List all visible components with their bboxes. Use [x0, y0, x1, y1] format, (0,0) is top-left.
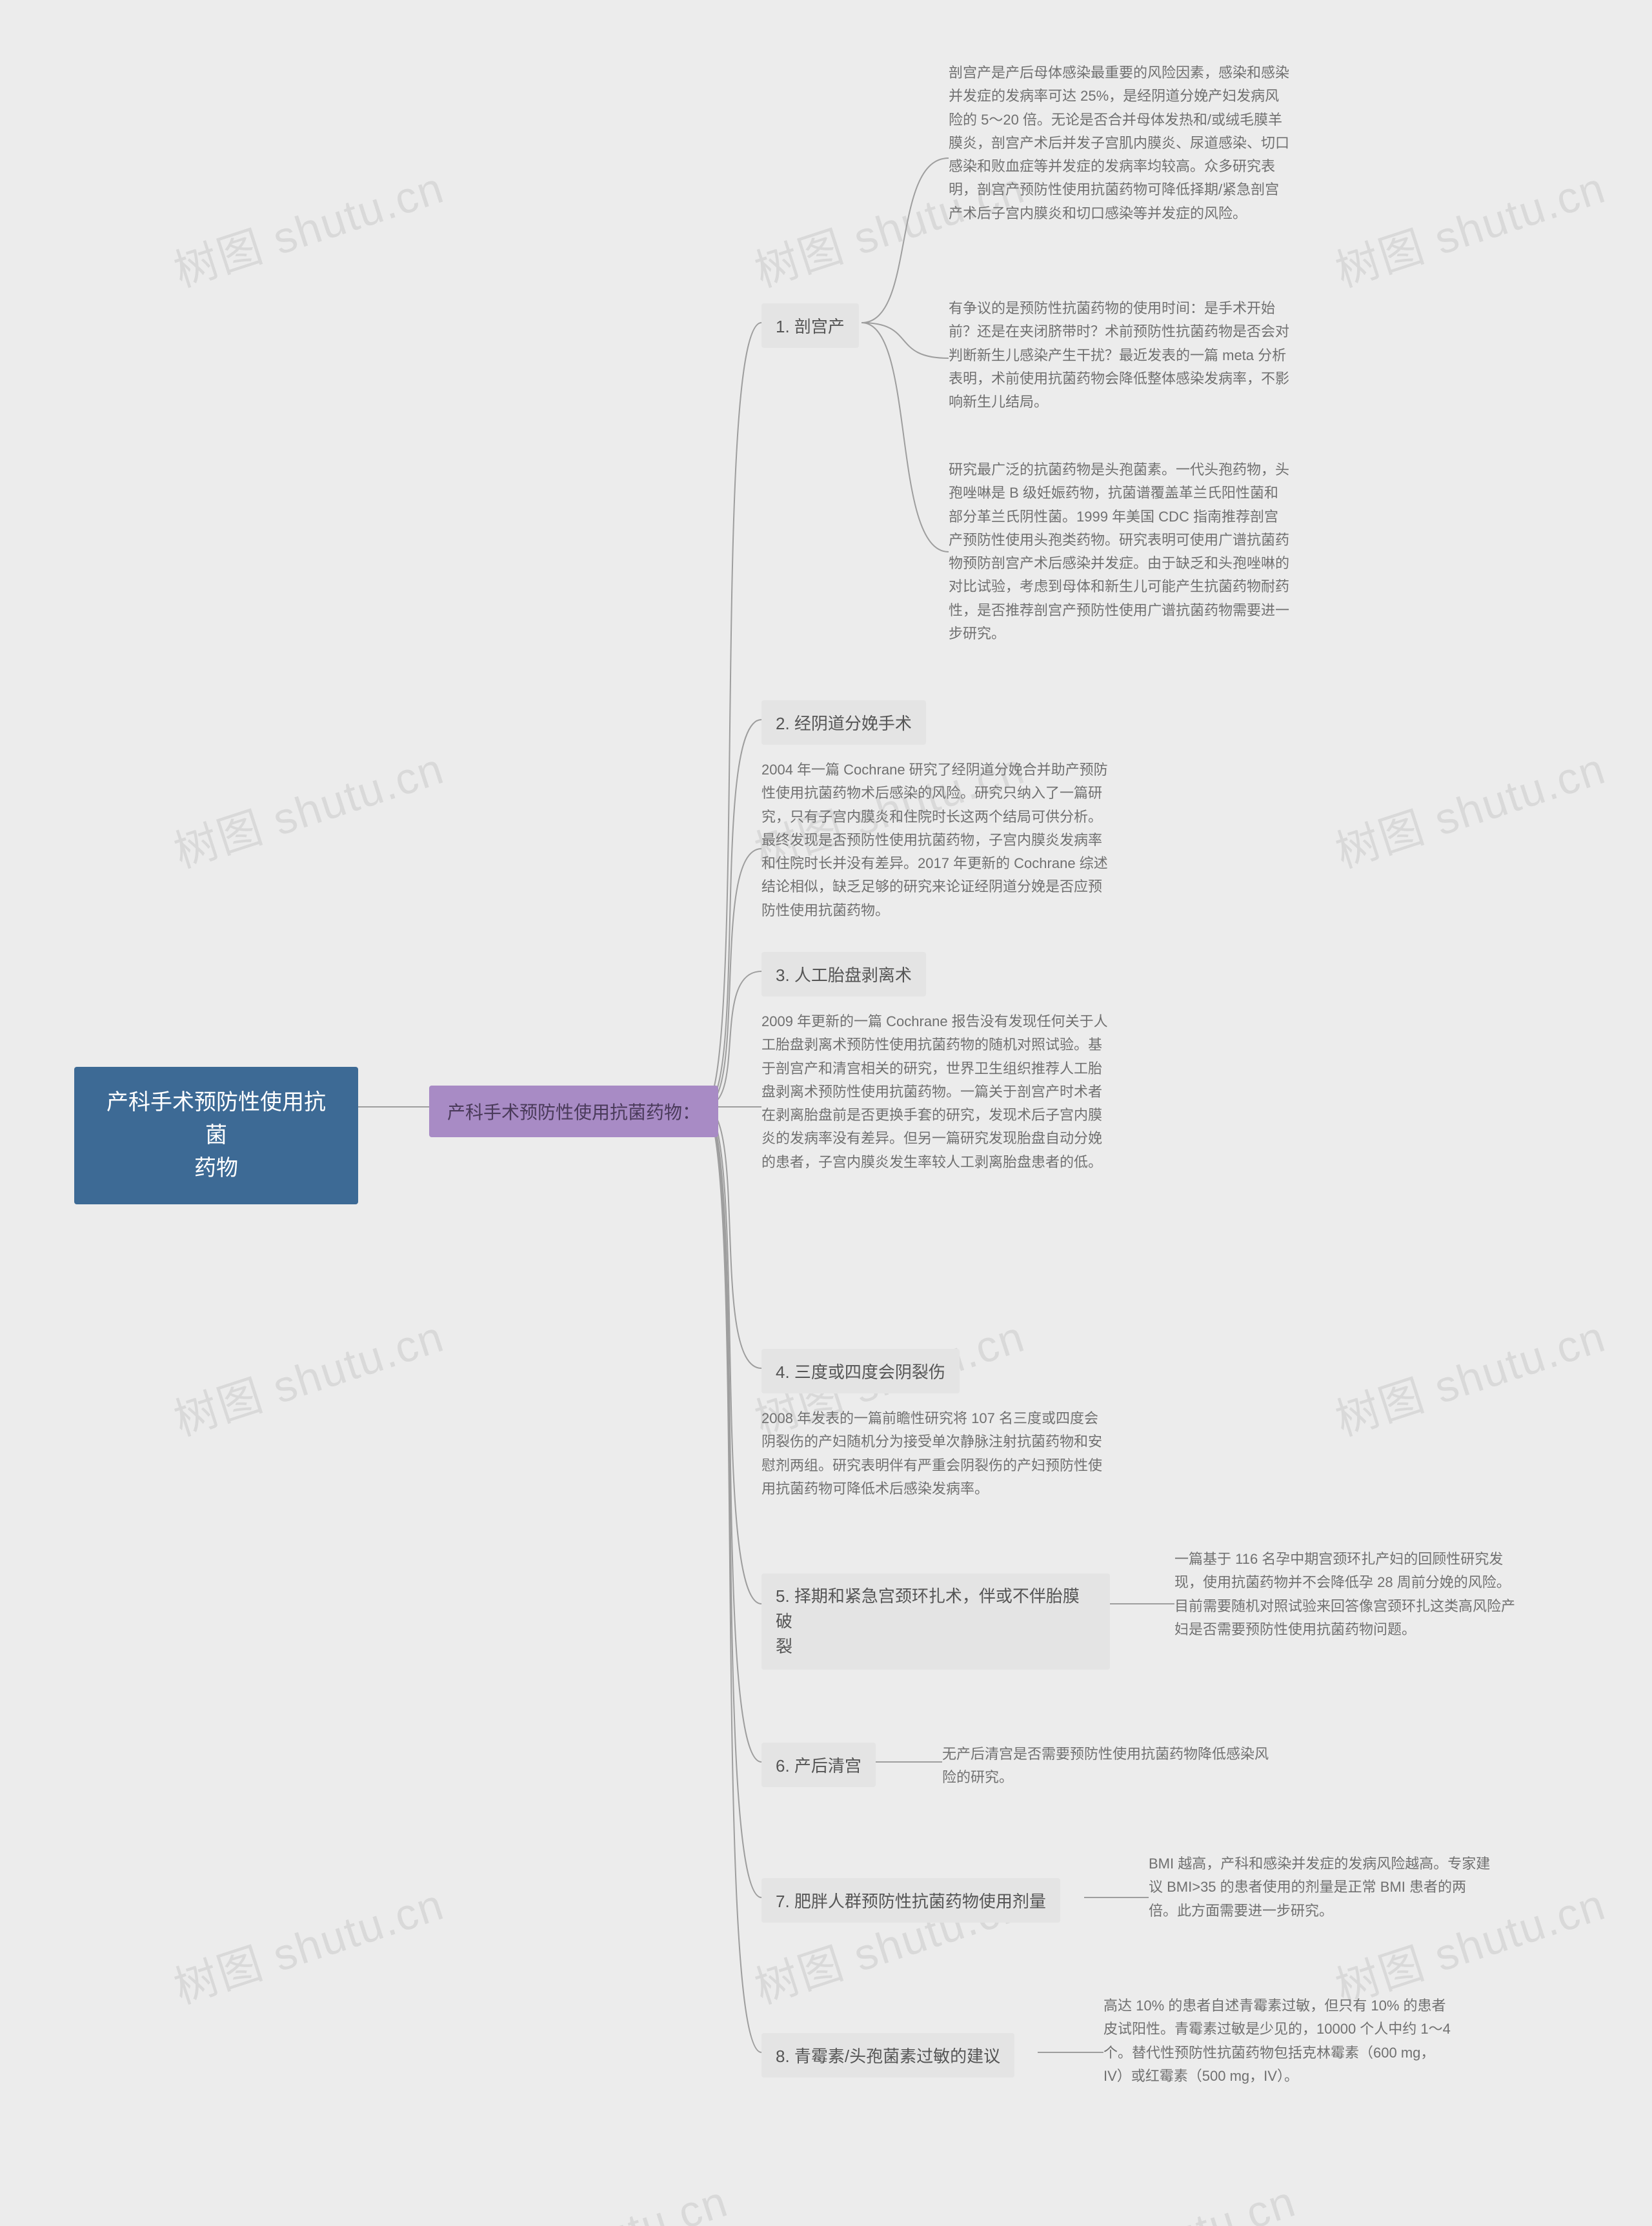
- branch-4-label: 4. 三度或四度会阴裂伤: [776, 1362, 945, 1382]
- branch-7-label: 7. 肥胖人群预防性抗菌药物使用剂量: [776, 1892, 1046, 1911]
- root-title-line1: 产科手术预防性使用抗菌: [97, 1086, 335, 1152]
- branch-7-text: BMI 越高，产科和感染并发症的发病风险越高。专家建议 BMI>35 的患者使用…: [1149, 1852, 1491, 1923]
- branch-5-text: 一篇基于 116 名孕中期宫颈环扎产妇的回顾性研究发现，使用抗菌药物并不会降低孕…: [1174, 1548, 1523, 1641]
- branch-6-text: 无产后清宫是否需要预防性使用抗菌药物降低感染风险的研究。: [942, 1743, 1278, 1790]
- watermark: 树图 shutu.cn: [165, 733, 450, 880]
- branch-1-cesarean[interactable]: 1. 剖宫产: [761, 303, 859, 348]
- branch-5-label-l1: 5. 择期和紧急宫颈环扎术，伴或不伴胎膜破: [776, 1584, 1096, 1634]
- branch-3-placenta[interactable]: 3. 人工胎盘剥离术: [761, 952, 926, 997]
- watermark: 树图 shutu.cn: [165, 152, 450, 299]
- branch-8-text: 高达 10% 的患者自述青霉素过敏，但只有 10% 的患者皮试阳性。青霉素过敏是…: [1103, 1994, 1452, 2088]
- branch-4-perineal[interactable]: 4. 三度或四度会阴裂伤: [761, 1349, 960, 1393]
- watermark: 树图 shutu.cn: [1326, 1300, 1612, 1448]
- root-title-line2: 药物: [97, 1152, 335, 1185]
- branch-8-allergy[interactable]: 8. 青霉素/头孢菌素过敏的建议: [761, 2033, 1014, 2078]
- branch-8-label: 8. 青霉素/头孢菌素过敏的建议: [776, 2047, 1000, 2066]
- subroot-label: 产科手术预防性使用抗菌药物：: [447, 1102, 700, 1122]
- branch-2-vaginal[interactable]: 2. 经阴道分娩手术: [761, 700, 926, 745]
- branch-2-label: 2. 经阴道分娩手术: [776, 714, 912, 733]
- branch-1-leaf-a: 剖宫产是产后母体感染最重要的风险因素，感染和感染并发症的发病率可达 25%，是经…: [949, 61, 1291, 225]
- branch-6-label: 6. 产后清宫: [776, 1756, 861, 1776]
- branch-3-label: 3. 人工胎盘剥离术: [776, 966, 912, 985]
- branch-1-leaf-c: 研究最广泛的抗菌药物是头孢菌素。一代头孢药物，头孢唑啉是 B 级妊娠药物，抗菌谱…: [949, 458, 1291, 645]
- branch-1-leaf-b: 有争议的是预防性抗菌药物的使用时间：是手术开始前？还是在夹闭脐带时？术前预防性抗…: [949, 297, 1291, 414]
- watermark: 树图 shutu.cn: [1326, 733, 1612, 880]
- branch-6-curettage[interactable]: 6. 产后清宫: [761, 1743, 876, 1787]
- branch-5-label-l2: 裂: [776, 1634, 1096, 1659]
- subroot-node[interactable]: 产科手术预防性使用抗菌药物：: [429, 1086, 718, 1137]
- branch-5-cerclage[interactable]: 5. 择期和紧急宫颈环扎术，伴或不伴胎膜破 裂: [761, 1573, 1110, 1670]
- watermark: 树图 shutu.cn: [1016, 2165, 1302, 2226]
- branch-4-text: 2008 年发表的一篇前瞻性研究将 107 名三度或四度会阴裂伤的产妇随机分为接…: [761, 1407, 1110, 1501]
- mindmap-canvas: 树图 shutu.cn 树图 shutu.cn 树图 shutu.cn 树图 s…: [0, 0, 1652, 2226]
- root-node[interactable]: 产科手术预防性使用抗菌 药物: [74, 1067, 358, 1204]
- branch-1-label: 1. 剖宫产: [776, 317, 845, 336]
- branch-3-text: 2009 年更新的一篇 Cochrane 报告没有发现任何关于人工胎盘剥离术预防…: [761, 1010, 1110, 1174]
- watermark: 树图 shutu.cn: [448, 2165, 734, 2226]
- branch-7-obese[interactable]: 7. 肥胖人群预防性抗菌药物使用剂量: [761, 1878, 1060, 1923]
- branch-2-text: 2004 年一篇 Cochrane 研究了经阴道分娩合并助产预防性使用抗菌药物术…: [761, 758, 1110, 922]
- watermark: 树图 shutu.cn: [165, 1300, 450, 1448]
- watermark: 树图 shutu.cn: [165, 1868, 450, 2016]
- watermark: 树图 shutu.cn: [1326, 152, 1612, 299]
